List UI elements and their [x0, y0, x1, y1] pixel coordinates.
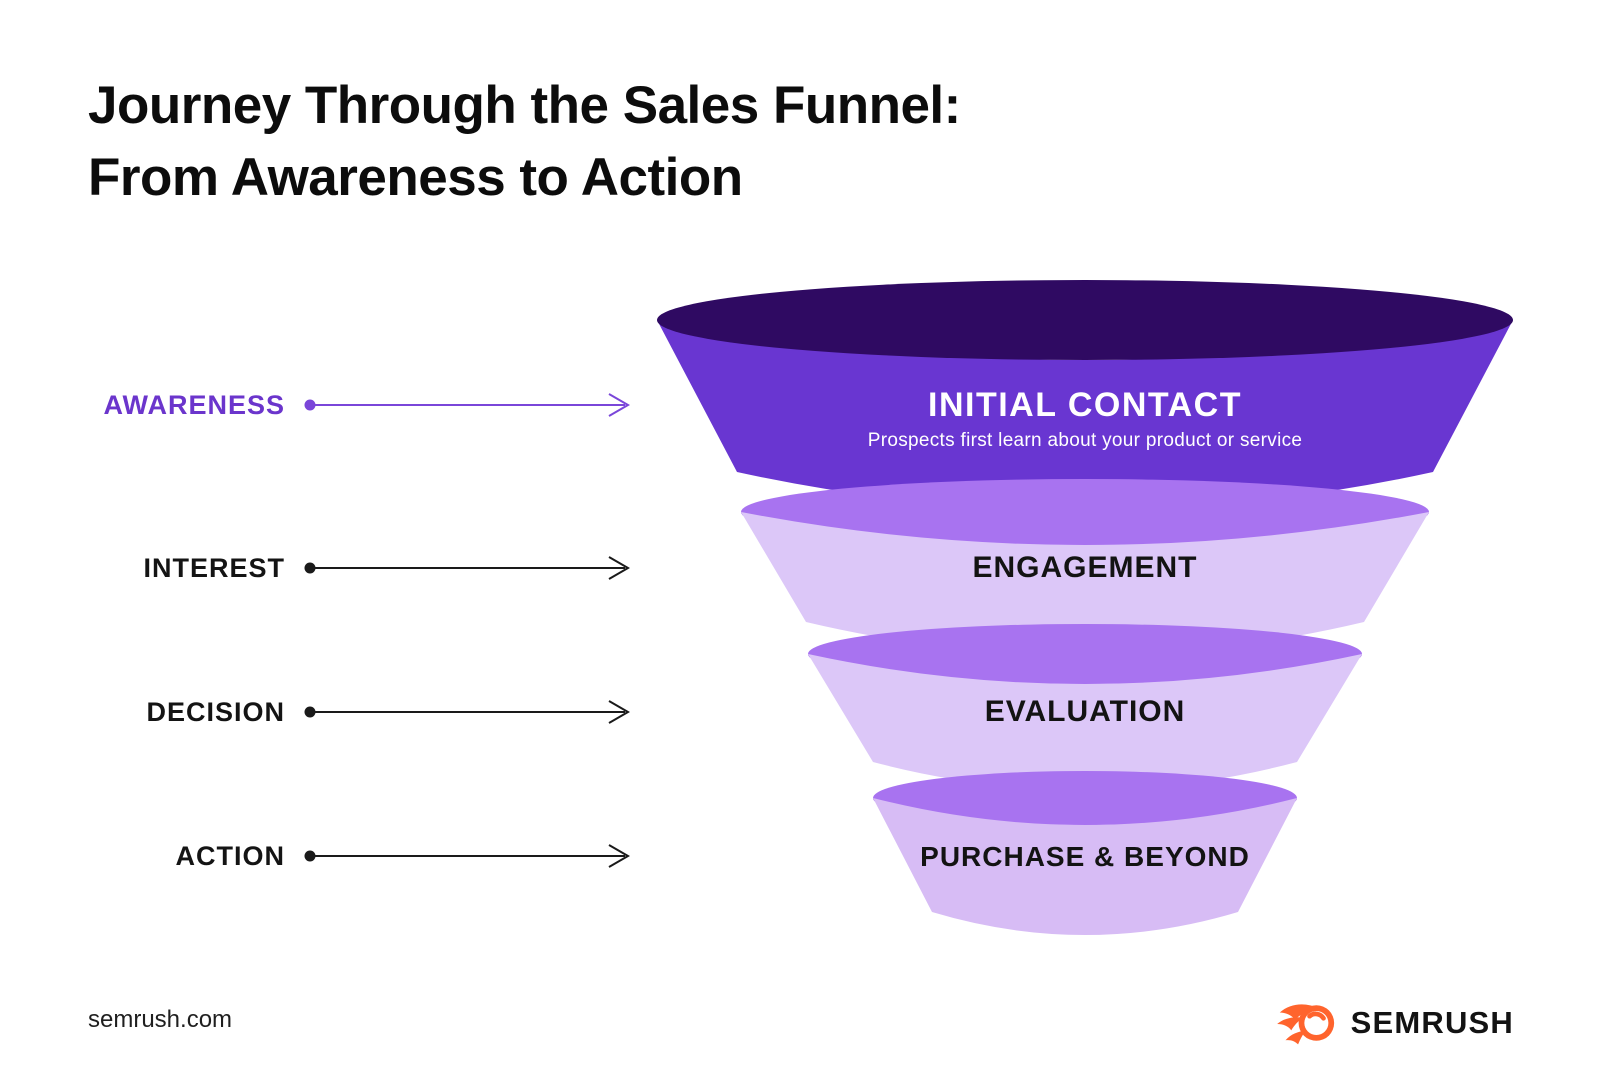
- page-title-line-2: From Awareness to Action: [88, 148, 743, 208]
- funnel-tier-3-body: [808, 654, 1362, 790]
- stage-label-interest: INTEREST: [143, 552, 285, 583]
- page-title: Journey Through the Sales Funnel: From A…: [88, 70, 961, 214]
- arrow-right-icon: [304, 556, 630, 580]
- funnel-tier-1-subtitle: Prospects first learn about your product…: [867, 430, 1303, 451]
- stage-row-awareness: AWARENESS: [60, 385, 643, 425]
- semrush-logo: SEMRUSH: [1276, 1000, 1514, 1046]
- stage-row-action: ACTION: [60, 836, 643, 876]
- funnel-tier-1-title: INITIAL CONTACT: [928, 386, 1242, 424]
- funnel-tier-3-title: EVALUATION: [984, 695, 1186, 728]
- stage-label-awareness: AWARENESS: [103, 389, 285, 420]
- funnel-tier-4-title: PURCHASE & BEYOND: [920, 841, 1250, 872]
- semrush-wordmark: SEMRUSH: [1350, 1005, 1514, 1040]
- arrow-right-icon: [304, 393, 630, 417]
- stage-label-decision: DECISION: [146, 696, 285, 727]
- funnel-tier-3-lip: [808, 624, 1362, 684]
- footer-website: semrush.com: [88, 1006, 233, 1033]
- stage-row-interest: INTEREST: [60, 548, 643, 588]
- stage-label-action: ACTION: [175, 840, 285, 871]
- funnel-tier-4-body: [873, 798, 1297, 935]
- semrush-logo-icon: [1276, 1004, 1334, 1045]
- stage-row-decision: DECISION: [60, 692, 643, 732]
- funnel-tier-4-lip: [873, 771, 1297, 825]
- arrow-right-icon: [304, 844, 630, 868]
- funnel-tier-1-body: [657, 320, 1513, 510]
- funnel-tier-1-top-ellipse: [657, 280, 1513, 360]
- funnel-tier-2-lip: [741, 479, 1429, 545]
- arrow-right-icon: [304, 700, 630, 724]
- funnel-tier-2-title: ENGAGEMENT: [972, 551, 1198, 584]
- page-title-line-1: Journey Through the Sales Funnel:: [88, 76, 961, 135]
- funnel-tier-2-body: [741, 512, 1429, 655]
